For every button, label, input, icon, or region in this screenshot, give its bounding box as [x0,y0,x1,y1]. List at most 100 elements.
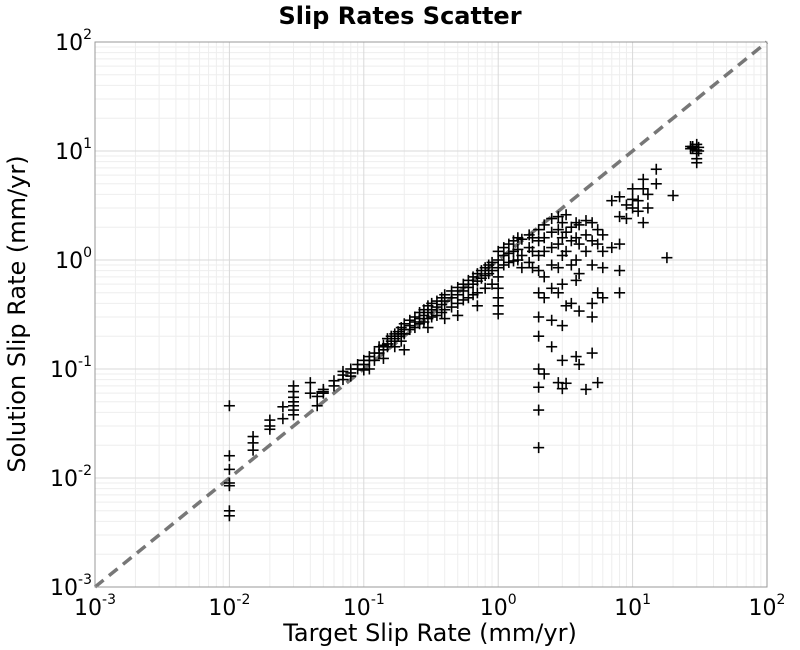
x-tick-label: 102 [749,592,786,621]
data-point [552,224,564,236]
y-tick-label: 100 [55,245,92,274]
data-point [377,352,389,364]
data-point [533,363,545,375]
data-point [637,183,649,195]
data-point [546,259,558,271]
data-point [446,301,458,313]
data-point [498,259,510,271]
data-point [573,358,585,370]
data-point [492,308,504,320]
data-point [592,287,604,299]
data-point [512,243,524,255]
y-tick-labels: 10-3 10-2 10-1 100 101 102 [50,27,92,601]
y-tick-label: 101 [55,136,92,165]
data-point [661,252,673,264]
data-point [614,238,626,250]
data-point [398,328,410,340]
data-point [538,368,550,380]
data-point [592,238,604,250]
x-tick-label: 10-1 [343,592,385,621]
data-point [311,400,323,412]
data-point [538,245,550,257]
data-point [565,221,577,233]
data-point [486,265,498,277]
data-point [503,256,515,268]
data-point [570,232,582,244]
data-point [546,282,558,294]
data-point [452,297,464,309]
data-point [264,423,276,435]
data-point [404,324,416,336]
data-point [552,262,564,274]
data-point [597,262,609,274]
data-point [446,292,458,304]
data-point [486,278,498,290]
data-point [422,322,434,334]
data-point [368,354,380,366]
data-point [597,229,609,241]
data-point [552,287,564,299]
data-point [560,226,572,238]
data-point [667,190,679,202]
data-point [606,242,618,254]
data-point [573,238,585,250]
data-point [637,217,649,229]
y-tick-label: 10-1 [50,354,92,383]
data-point [586,347,598,359]
data-point [538,271,550,283]
data-point [538,232,550,244]
data-point [614,211,626,223]
data-point [614,191,626,203]
data-point [552,238,564,250]
data-point [311,390,323,402]
x-axis-label: Target Slip Rate (mm/yr) [282,619,577,647]
data-point [538,292,550,304]
data-point [223,400,235,412]
data-point [395,335,407,347]
data-point [533,224,545,236]
data-point [471,300,483,312]
data-point [685,143,697,155]
data-point [358,364,370,376]
data-point [614,265,626,277]
data-point [247,444,259,456]
data-point [597,292,609,304]
data-point [620,199,632,211]
data-point [223,450,235,462]
data-point [439,313,451,325]
data-point [560,245,572,257]
data-point [304,387,316,399]
plot-frame [94,41,768,588]
data-point [288,409,300,421]
data-point [492,282,504,294]
data-point [533,442,545,454]
chart-title: Slip Rates Scatter [278,2,521,30]
y-tick-label: 10-2 [50,463,92,492]
data-point [632,205,644,217]
data-point [556,354,568,366]
x-tick-label: 100 [480,592,517,621]
data-point [632,195,644,207]
data-point [498,249,510,261]
data-point [565,259,577,271]
data-point [516,233,528,245]
data-point [552,211,564,223]
data-point [533,235,545,247]
data-point [642,188,654,200]
data-point [389,341,401,353]
data-point [693,145,705,157]
data-point [533,287,545,299]
data-point [304,377,316,389]
data-point [533,381,545,393]
data-point [586,297,598,309]
data-point [614,287,626,299]
data-point [471,287,483,299]
data-point [597,245,609,257]
data-point [277,413,289,425]
y-tick-label: 10-3 [50,572,92,601]
data-point [556,217,568,229]
data-point [606,195,618,207]
data-point [560,209,572,221]
data-point [546,242,558,254]
